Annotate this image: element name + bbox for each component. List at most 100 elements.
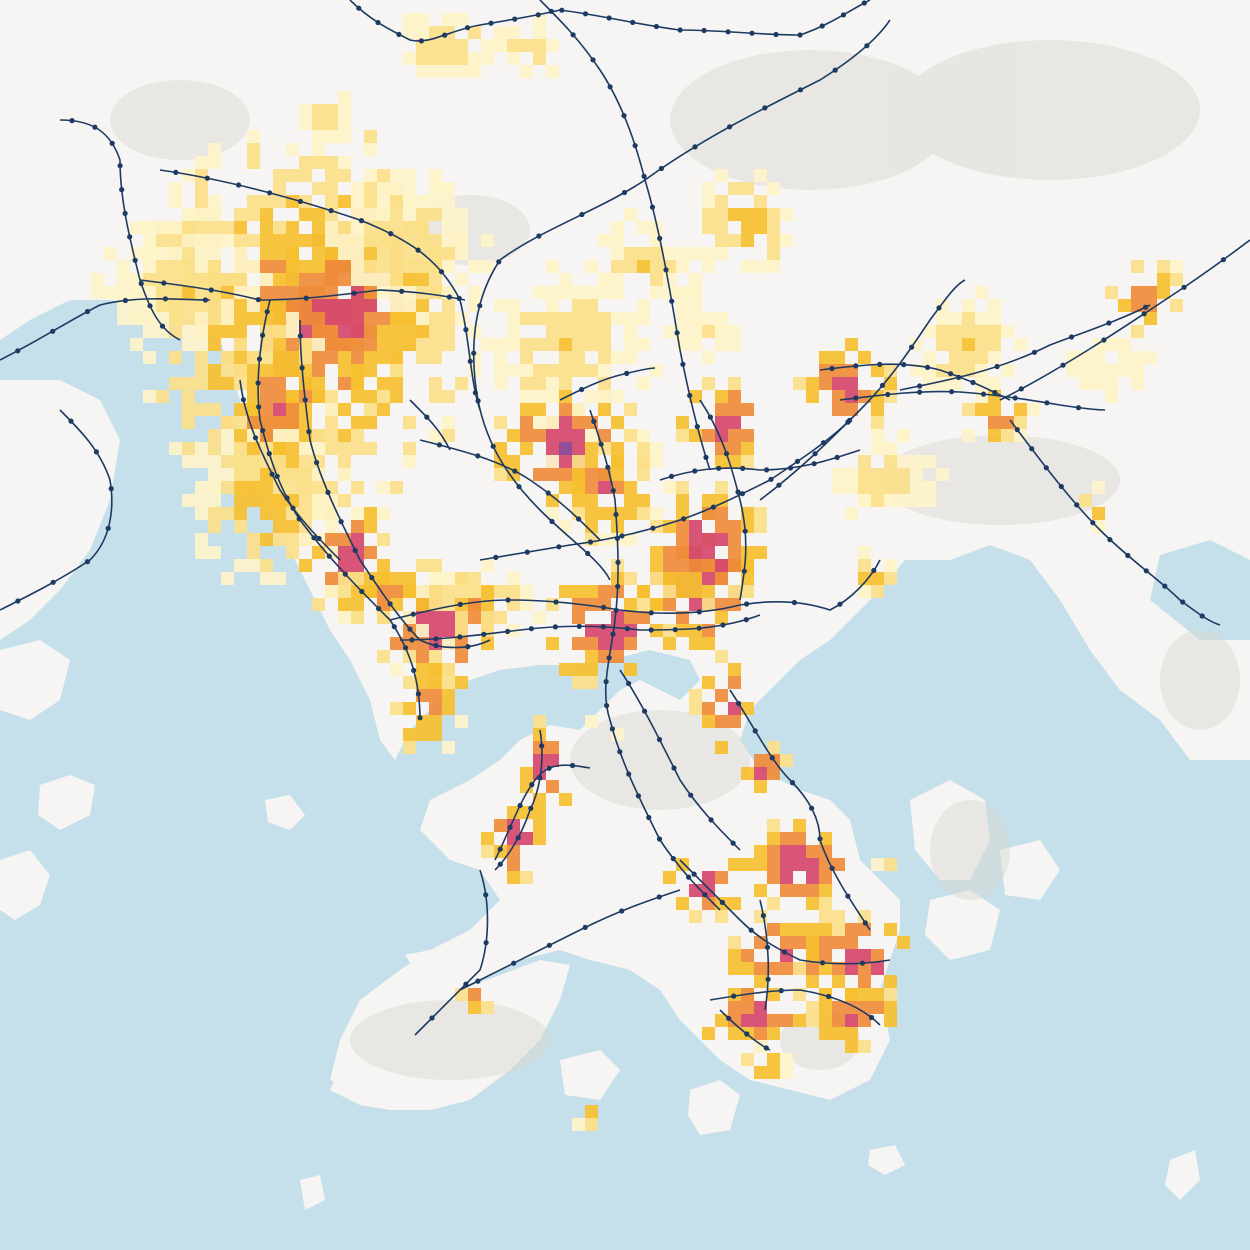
station-dot-icon[interactable] xyxy=(548,8,554,14)
station-dot-icon[interactable] xyxy=(832,67,838,73)
station-dot-icon[interactable] xyxy=(727,124,733,130)
station-dot-icon[interactable] xyxy=(297,198,303,204)
station-dot-icon[interactable] xyxy=(917,389,923,395)
station-dot-icon[interactable] xyxy=(50,328,56,334)
station-dot-icon[interactable] xyxy=(610,488,616,494)
station-dot-icon[interactable] xyxy=(885,391,891,398)
station-dot-icon[interactable] xyxy=(50,579,56,585)
station-dot-icon[interactable] xyxy=(1068,334,1075,340)
station-dot-icon[interactable] xyxy=(396,31,402,37)
station-dot-icon[interactable] xyxy=(132,257,138,263)
station-dot-icon[interactable] xyxy=(483,940,489,946)
station-dot-icon[interactable] xyxy=(352,547,358,554)
station-dot-icon[interactable] xyxy=(994,363,1000,370)
station-dot-icon[interactable] xyxy=(255,380,261,386)
station-dot-icon[interactable] xyxy=(159,323,166,329)
station-dot-icon[interactable] xyxy=(1162,583,1168,589)
station-dot-icon[interactable] xyxy=(776,482,782,488)
station-dot-icon[interactable] xyxy=(677,27,683,33)
station-dot-icon[interactable] xyxy=(418,38,424,44)
station-dot-icon[interactable] xyxy=(600,624,606,630)
station-dot-icon[interactable] xyxy=(949,389,955,395)
station-dot-icon[interactable] xyxy=(465,644,471,650)
station-dot-icon[interactable] xyxy=(306,429,312,435)
station-dot-icon[interactable] xyxy=(303,295,309,301)
station-dot-icon[interactable] xyxy=(692,144,698,150)
station-dot-icon[interactable] xyxy=(609,726,616,732)
station-dot-icon[interactable] xyxy=(446,294,452,300)
station-dot-icon[interactable] xyxy=(924,364,931,370)
station-dot-icon[interactable] xyxy=(410,611,416,617)
station-dot-icon[interactable] xyxy=(325,489,331,495)
station-dot-icon[interactable] xyxy=(464,25,471,31)
station-dot-icon[interactable] xyxy=(553,599,559,605)
station-dot-icon[interactable] xyxy=(512,16,518,22)
station-dot-icon[interactable] xyxy=(576,623,582,629)
station-dot-icon[interactable] xyxy=(610,631,616,637)
station-dot-icon[interactable] xyxy=(648,627,654,633)
station-dot-icon[interactable] xyxy=(725,29,731,35)
station-dot-icon[interactable] xyxy=(736,700,742,707)
station-dot-icon[interactable] xyxy=(980,391,987,397)
station-dot-icon[interactable] xyxy=(763,1045,769,1051)
station-dot-icon[interactable] xyxy=(173,169,179,175)
station-dot-icon[interactable] xyxy=(626,680,632,687)
station-dot-icon[interactable] xyxy=(415,247,421,253)
station-dot-icon[interactable] xyxy=(1199,613,1205,619)
station-dot-icon[interactable] xyxy=(681,516,687,522)
station-dot-icon[interactable] xyxy=(299,365,305,371)
station-dot-icon[interactable] xyxy=(613,607,619,613)
station-dot-icon[interactable] xyxy=(369,575,375,581)
station-dot-icon[interactable] xyxy=(342,571,348,577)
station-dot-icon[interactable] xyxy=(619,908,625,914)
station-dot-icon[interactable] xyxy=(1075,405,1082,411)
station-dot-icon[interactable] xyxy=(483,892,489,898)
station-dot-icon[interactable] xyxy=(546,942,553,948)
station-dot-icon[interactable] xyxy=(605,464,611,470)
station-dot-icon[interactable] xyxy=(260,332,266,338)
station-dot-icon[interactable] xyxy=(587,539,594,545)
station-dot-icon[interactable] xyxy=(646,814,652,821)
station-dot-icon[interactable] xyxy=(794,458,801,464)
station-dot-icon[interactable] xyxy=(868,1014,875,1021)
station-dot-icon[interactable] xyxy=(703,454,709,460)
station-dot-icon[interactable] xyxy=(948,371,954,377)
station-dot-icon[interactable] xyxy=(493,554,499,561)
station-dot-icon[interactable] xyxy=(161,280,167,286)
station-dot-icon[interactable] xyxy=(853,395,859,401)
station-dot-icon[interactable] xyxy=(656,894,662,900)
station-dot-icon[interactable] xyxy=(744,601,750,607)
station-dot-icon[interactable] xyxy=(497,861,503,867)
station-dot-icon[interactable] xyxy=(797,32,803,38)
station-dot-icon[interactable] xyxy=(537,775,543,781)
station-dot-icon[interactable] xyxy=(376,606,382,612)
station-dot-icon[interactable] xyxy=(475,453,481,459)
station-dot-icon[interactable] xyxy=(127,234,133,240)
station-dot-icon[interactable] xyxy=(624,626,630,632)
station-dot-icon[interactable] xyxy=(769,755,775,761)
station-dot-icon[interactable] xyxy=(1143,304,1149,310)
station-dot-icon[interactable] xyxy=(789,780,796,786)
station-dot-icon[interactable] xyxy=(650,525,656,531)
station-dot-icon[interactable] xyxy=(707,414,714,420)
station-dot-icon[interactable] xyxy=(415,691,421,697)
station-dot-icon[interactable] xyxy=(328,208,334,214)
station-dot-icon[interactable] xyxy=(296,516,302,522)
station-dot-icon[interactable] xyxy=(442,32,448,38)
station-dot-icon[interactable] xyxy=(536,233,542,239)
station-dot-icon[interactable] xyxy=(356,5,362,11)
station-dot-icon[interactable] xyxy=(417,715,423,721)
station-dot-icon[interactable] xyxy=(433,636,439,642)
station-dot-icon[interactable] xyxy=(735,489,741,495)
station-dot-icon[interactable] xyxy=(314,459,320,466)
station-dot-icon[interactable] xyxy=(726,1015,732,1021)
station-dot-icon[interactable] xyxy=(861,0,867,6)
station-dot-icon[interactable] xyxy=(84,559,91,565)
station-dot-icon[interactable] xyxy=(1031,349,1038,355)
station-dot-icon[interactable] xyxy=(260,427,266,434)
station-dot-icon[interactable] xyxy=(391,624,397,630)
station-dot-icon[interactable] xyxy=(267,190,273,196)
station-dot-icon[interactable] xyxy=(694,424,700,430)
station-dot-icon[interactable] xyxy=(1143,568,1149,574)
